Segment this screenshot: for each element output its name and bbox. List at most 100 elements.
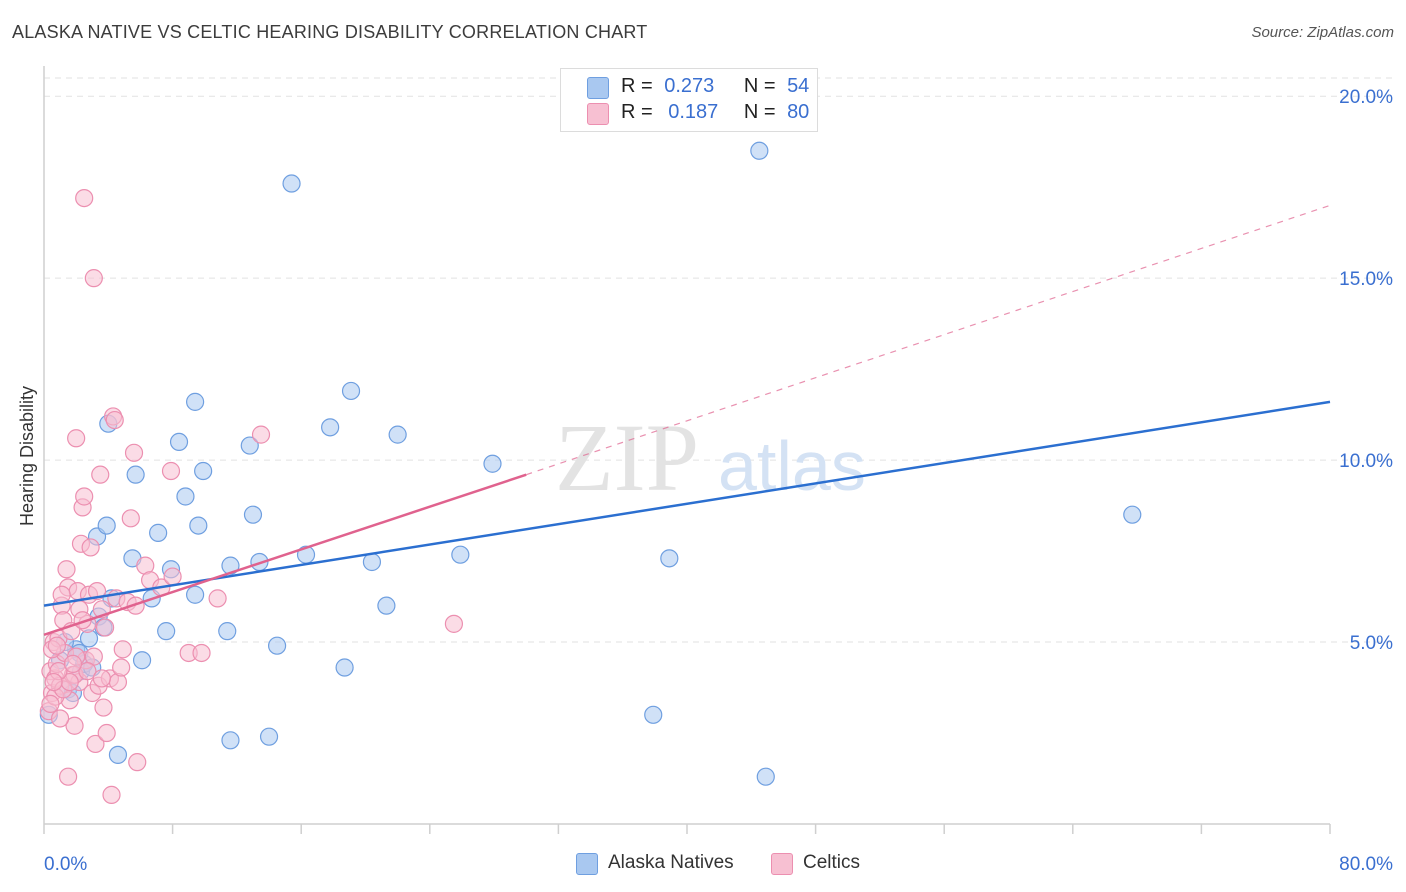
y-tick-label: 20.0%	[1339, 87, 1393, 108]
celtic-point[interactable]	[95, 618, 115, 637]
celtic-point[interactable]	[113, 640, 132, 659]
alaska-point[interactable]	[335, 658, 354, 677]
points-layer	[39, 141, 1142, 804]
alaska-point[interactable]	[189, 516, 208, 535]
bottom-legend-swatch-alaska	[576, 853, 598, 875]
celtic-point[interactable]	[63, 654, 83, 673]
celtic-point[interactable]	[57, 560, 76, 579]
legend-r-value: 0.187	[668, 101, 719, 123]
correlation-legend: R = 0.273 N = 54 R = 0.187 N = 80	[560, 68, 818, 132]
y-tick-label: 5.0%	[1350, 633, 1393, 654]
alaska-point[interactable]	[267, 636, 287, 655]
y-axis-label: Hearing Disability	[17, 386, 37, 526]
alaska-point[interactable]	[126, 465, 145, 484]
watermark-atlas: atlas	[718, 427, 866, 505]
alaska-point[interactable]	[756, 767, 775, 786]
alaska-point[interactable]	[750, 141, 769, 160]
alaska-point[interactable]	[240, 436, 259, 455]
celtic-point[interactable]	[105, 410, 124, 430]
celtic-point[interactable]	[50, 709, 70, 728]
source-label: Source: ZipAtlas.com	[1251, 24, 1394, 41]
alaska-point[interactable]	[218, 622, 237, 641]
alaska-point[interactable]	[483, 454, 502, 473]
alaska-point[interactable]	[186, 392, 205, 411]
alaska-point[interactable]	[194, 461, 213, 481]
alaska-point[interactable]	[243, 505, 263, 524]
celtic-trend-line-extension	[526, 204, 1331, 476]
alaska-point[interactable]	[132, 651, 152, 670]
celtic-point[interactable]	[121, 509, 140, 528]
celtic-point[interactable]	[44, 672, 63, 692]
celtic-point[interactable]	[86, 734, 105, 754]
celtic-point[interactable]	[91, 465, 110, 484]
celtic-point[interactable]	[102, 785, 121, 804]
celtic-point[interactable]	[65, 716, 84, 735]
chart-title: ALASKA NATIVE VS CELTIC HEARING DISABILI…	[12, 22, 648, 42]
label-layer: 5.0% 10.0% 15.0% 20.0% 0.0% 80.0% Hearing Disa…	[17, 87, 1393, 875]
alaska-point[interactable]	[321, 418, 340, 437]
grid-layer	[44, 77, 1394, 643]
celtic-point[interactable]	[163, 567, 182, 586]
celtic-point[interactable]	[112, 658, 131, 677]
legend-n-value: 54	[787, 75, 810, 97]
alaska-point[interactable]	[282, 174, 301, 193]
alaska-point[interactable]	[377, 596, 396, 615]
alaska-point[interactable]	[186, 585, 205, 604]
legend-r-label: R =	[621, 75, 653, 97]
legend-r-value: 0.273	[664, 75, 715, 97]
x-tick-label: 80.0%	[1339, 854, 1393, 875]
alaska-point[interactable]	[660, 549, 679, 568]
celtic-point[interactable]	[84, 269, 103, 288]
celtic-point[interactable]	[92, 669, 111, 688]
celtic-point[interactable]	[94, 698, 113, 717]
alaska-point[interactable]	[149, 523, 168, 542]
celtic-point[interactable]	[78, 662, 97, 681]
celtic-point[interactable]	[251, 425, 271, 444]
y-tick-label: 15.0%	[1339, 269, 1393, 290]
alaska-point[interactable]	[644, 705, 663, 724]
y-tick-label: 10.0%	[1339, 451, 1393, 472]
legend-n-label: N =	[743, 101, 776, 123]
watermark: ZIP atlas	[555, 404, 866, 511]
alaska-point[interactable]	[221, 731, 240, 750]
celtic-point[interactable]	[124, 443, 144, 462]
alaska-point[interactable]	[176, 487, 195, 506]
trend-layer	[43, 204, 1331, 636]
x-tick-label: 0.0%	[44, 854, 87, 875]
celtic-point[interactable]	[128, 753, 147, 772]
alaska-point[interactable]	[362, 552, 382, 572]
watermark-zip: ZIP	[555, 404, 699, 511]
alaska-trend-line	[43, 400, 1331, 607]
alaska-point[interactable]	[97, 516, 116, 535]
celtic-point[interactable]	[75, 487, 94, 506]
legend-swatch-celtics	[587, 103, 609, 125]
alaska-point[interactable]	[169, 432, 189, 452]
bottom-legend-label-alaska: Alaska Natives	[608, 852, 734, 873]
celtic-point[interactable]	[192, 643, 211, 663]
alaska-point[interactable]	[259, 727, 279, 746]
celtic-point[interactable]	[41, 694, 60, 714]
celtic-point[interactable]	[444, 614, 464, 633]
celtic-trend-line	[43, 473, 527, 636]
legend-n-label: N =	[743, 75, 776, 97]
alaska-point[interactable]	[157, 622, 176, 641]
bottom-legend-label-celtics: Celtics	[803, 852, 861, 873]
celtic-point[interactable]	[81, 538, 100, 557]
celtic-point[interactable]	[75, 188, 94, 208]
celtic-point[interactable]	[47, 636, 66, 655]
alaska-point[interactable]	[451, 545, 470, 564]
alaska-point[interactable]	[341, 381, 361, 401]
alaska-point[interactable]	[108, 745, 128, 764]
celtic-point[interactable]	[161, 461, 181, 481]
celtic-point[interactable]	[208, 589, 227, 608]
alaska-point[interactable]	[388, 425, 407, 444]
legend-n-value: 80	[787, 101, 810, 123]
legend-r-label: R =	[621, 101, 653, 123]
celtic-point[interactable]	[67, 429, 86, 448]
alaska-point[interactable]	[1123, 505, 1142, 524]
celtic-point[interactable]	[97, 723, 116, 743]
celtic-point[interactable]	[59, 767, 78, 786]
legend-swatch-alaska	[587, 77, 609, 99]
bottom-legend-swatch-celtics	[771, 853, 793, 875]
